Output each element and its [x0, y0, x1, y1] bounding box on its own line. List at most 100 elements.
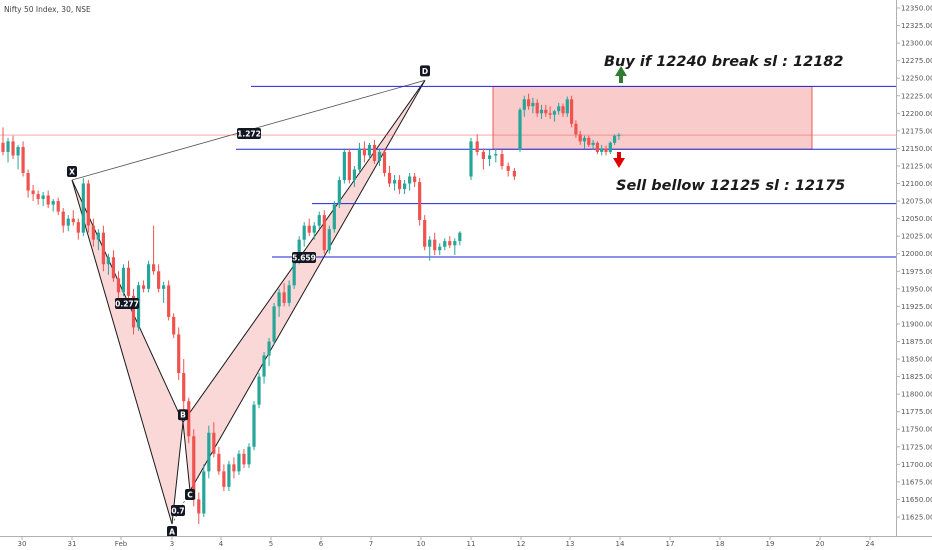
- candle[interactable]: [217, 446, 221, 475]
- candle[interactable]: [423, 215, 427, 251]
- candle[interactable]: [227, 460, 231, 492]
- candle[interactable]: [332, 201, 336, 233]
- candle[interactable]: [578, 130, 582, 145]
- candle[interactable]: [481, 148, 485, 170]
- candle[interactable]: [494, 148, 498, 163]
- candle[interactable]: [11, 135, 15, 159]
- candle[interactable]: [272, 302, 276, 345]
- candle[interactable]: [277, 288, 281, 317]
- candle[interactable]: [31, 184, 35, 202]
- candle[interactable]: [182, 359, 186, 412]
- candle[interactable]: [312, 222, 316, 240]
- candle[interactable]: [617, 132, 621, 140]
- candle[interactable]: [600, 144, 604, 156]
- candle[interactable]: [613, 134, 617, 145]
- candle[interactable]: [116, 271, 121, 300]
- candle[interactable]: [157, 264, 161, 293]
- candle[interactable]: [282, 283, 286, 307]
- candle[interactable]: [262, 352, 266, 384]
- candle[interactable]: [96, 229, 100, 251]
- candle[interactable]: [604, 145, 608, 156]
- candle[interactable]: [458, 231, 462, 246]
- candle[interactable]: [21, 141, 25, 177]
- candle[interactable]: [337, 176, 341, 209]
- candle[interactable]: [41, 191, 45, 206]
- candle[interactable]: [26, 169, 30, 198]
- candle[interactable]: [146, 260, 151, 293]
- candle[interactable]: [557, 102, 561, 115]
- candle[interactable]: [347, 148, 351, 184]
- candle[interactable]: [162, 281, 166, 303]
- candle[interactable]: [152, 225, 156, 275]
- candle[interactable]: [387, 165, 392, 188]
- candle[interactable]: [448, 236, 452, 249]
- candle[interactable]: [86, 180, 90, 233]
- candle[interactable]: [403, 180, 407, 195]
- candle[interactable]: [552, 109, 556, 122]
- candle[interactable]: [522, 95, 526, 117]
- candle[interactable]: [595, 141, 599, 155]
- candle[interactable]: [81, 177, 85, 237]
- candle[interactable]: [61, 208, 65, 233]
- candle[interactable]: [212, 422, 216, 458]
- candle[interactable]: [56, 197, 60, 216]
- candle[interactable]: [518, 107, 522, 152]
- candle[interactable]: [111, 250, 116, 282]
- candle[interactable]: [46, 190, 50, 209]
- candle[interactable]: [433, 232, 437, 256]
- candle[interactable]: [307, 218, 311, 237]
- candle[interactable]: [418, 177, 422, 226]
- candle[interactable]: [362, 141, 367, 163]
- candle[interactable]: [16, 144, 20, 170]
- candle[interactable]: [591, 139, 595, 150]
- candle[interactable]: [544, 104, 548, 117]
- candle[interactable]: [512, 168, 516, 181]
- candle[interactable]: [237, 450, 241, 475]
- candle[interactable]: [570, 95, 574, 128]
- candle[interactable]: [101, 225, 105, 272]
- candle[interactable]: [1, 127, 5, 156]
- candle[interactable]: [202, 464, 206, 517]
- candle[interactable]: [131, 288, 136, 335]
- candle[interactable]: [71, 210, 75, 226]
- candle[interactable]: [565, 96, 569, 117]
- candle[interactable]: [535, 99, 539, 117]
- candle[interactable]: [413, 172, 417, 188]
- candle[interactable]: [469, 137, 473, 181]
- candle[interactable]: [352, 165, 356, 188]
- candle[interactable]: [574, 120, 578, 138]
- candle[interactable]: [587, 135, 591, 148]
- candle[interactable]: [121, 264, 126, 296]
- candle[interactable]: [527, 93, 531, 110]
- candle[interactable]: [247, 443, 251, 468]
- candle[interactable]: [475, 134, 479, 156]
- candle[interactable]: [539, 104, 544, 119]
- candle[interactable]: [197, 492, 201, 525]
- candle[interactable]: [548, 106, 552, 119]
- candle[interactable]: [506, 162, 510, 177]
- candle[interactable]: [408, 172, 412, 191]
- candle[interactable]: [6, 137, 10, 163]
- candle[interactable]: [177, 327, 181, 381]
- candle[interactable]: [267, 337, 271, 367]
- candle[interactable]: [257, 373, 261, 409]
- candle[interactable]: [322, 210, 326, 254]
- candle[interactable]: [187, 397, 191, 444]
- candle[interactable]: [232, 457, 236, 479]
- candle[interactable]: [36, 190, 40, 205]
- candle[interactable]: [531, 97, 535, 114]
- price-zone-box[interactable]: [492, 86, 813, 150]
- candle[interactable]: [66, 215, 70, 232]
- candle[interactable]: [167, 280, 171, 321]
- candle[interactable]: [106, 253, 111, 275]
- candle[interactable]: [242, 448, 246, 468]
- candle[interactable]: [222, 464, 226, 492]
- candle[interactable]: [392, 175, 397, 191]
- candle[interactable]: [367, 142, 372, 159]
- candle[interactable]: [382, 148, 387, 177]
- candle[interactable]: [252, 401, 256, 451]
- candle[interactable]: [397, 175, 402, 195]
- candle[interactable]: [172, 313, 176, 338]
- candle[interactable]: [357, 142, 362, 173]
